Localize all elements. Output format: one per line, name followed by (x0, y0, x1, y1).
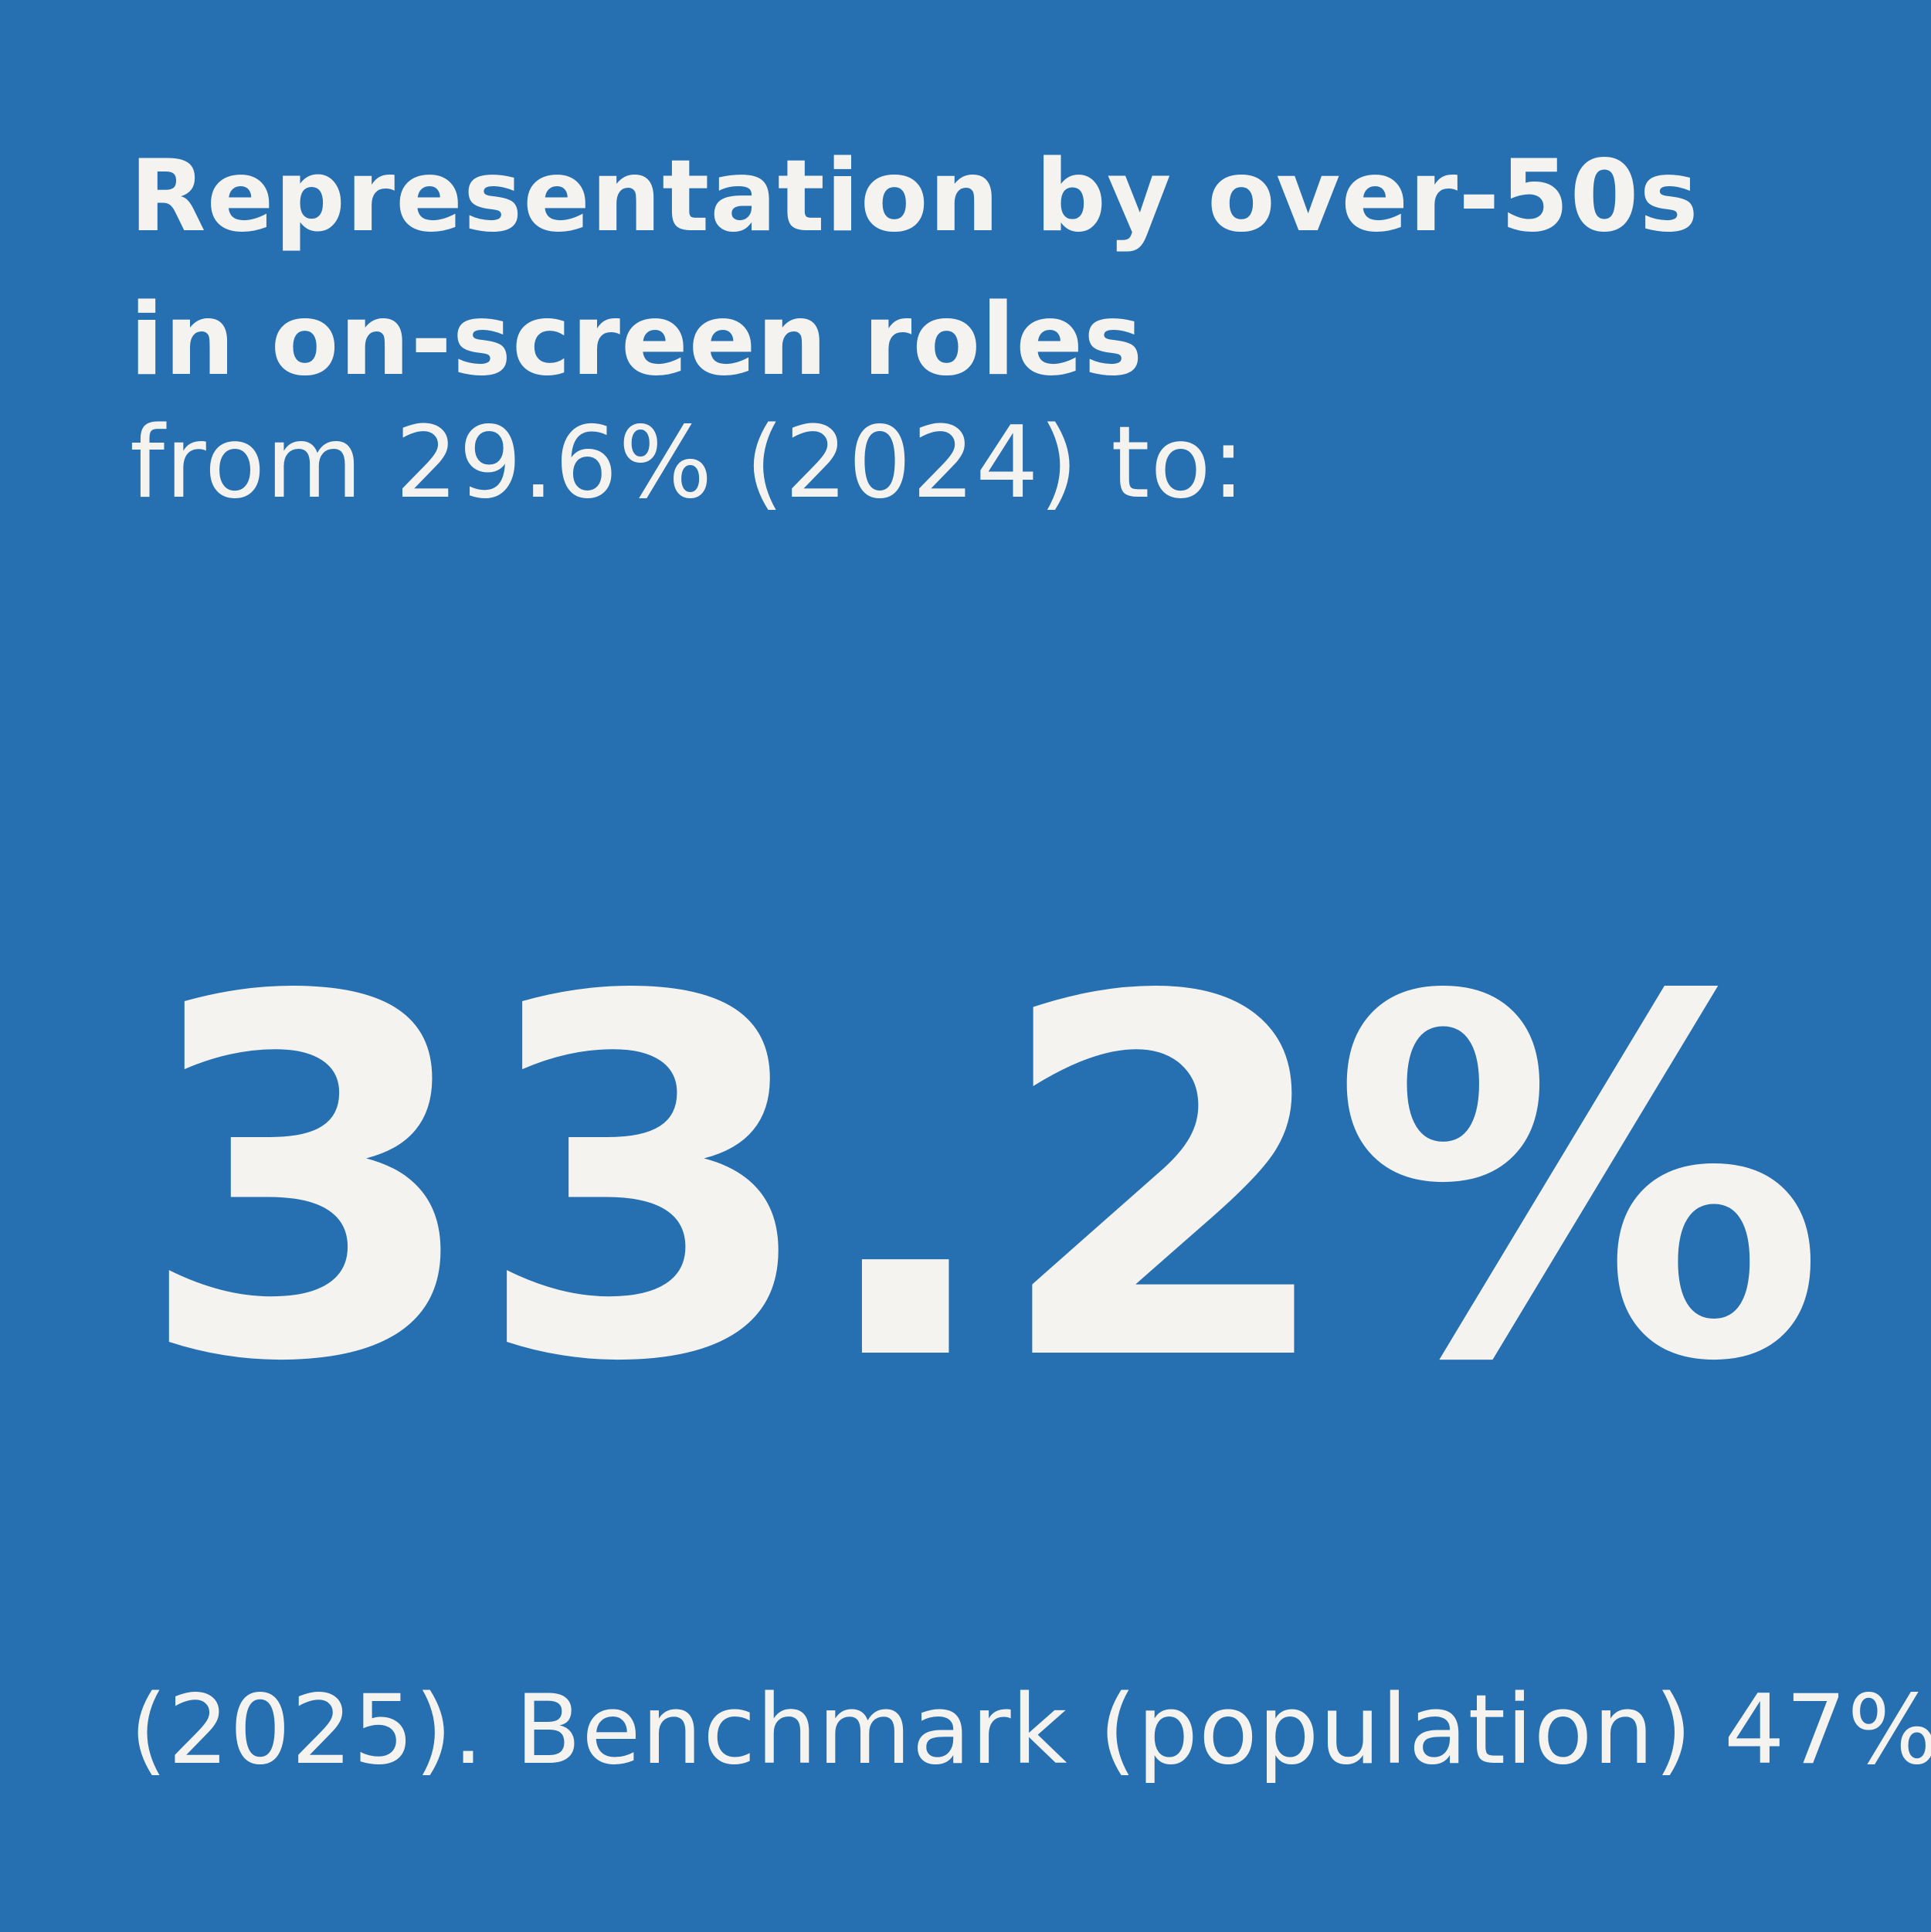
current-value: 33.2% (136, 894, 1826, 1469)
stat-heading-line-2: in on-screen roles (130, 283, 1144, 398)
benchmark-text: (2025). Benchmark (population) 47% (130, 1675, 1931, 1786)
stat-heading: Representation by over-50s in on-screen … (130, 125, 1860, 413)
stat-heading-line-1: Representation by over-50s (130, 139, 1699, 254)
previous-value-text: from 29.6% (2024) to: (130, 406, 1246, 521)
